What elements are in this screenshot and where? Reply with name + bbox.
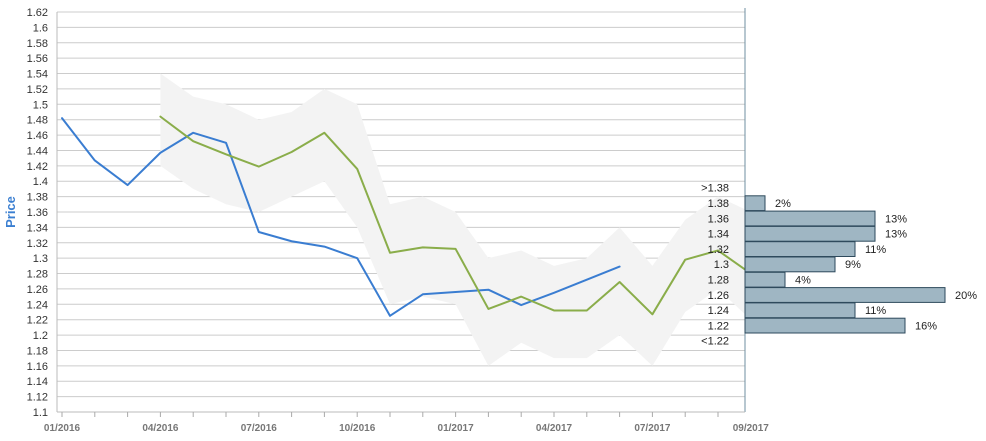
histogram-percent-label: 13% [885,229,907,241]
y-tick-label: 1.58 [27,38,48,50]
y-tick-label: 1.3 [33,253,48,265]
histogram-bar [744,256,836,273]
y-tick-label: 1.12 [27,392,48,404]
x-tick-label: 04/2017 [536,423,573,434]
y-tick-label: 1.5 [33,99,48,111]
histogram-percent-label: 13% [885,213,907,225]
x-tick-label: 09/2017 [733,423,770,434]
histogram-bar [744,225,876,242]
y-tick-label: 1.62 [27,7,48,19]
y-axis-label: Price [3,196,18,228]
y-tick-label: 1.4 [33,176,48,188]
histogram-percent-label: 11% [865,305,886,317]
y-tick-label: 1.52 [27,84,48,96]
actual-series-line [61,117,621,317]
y-tick-label: 1.44 [27,145,48,157]
y-tick-label: 1.42 [27,161,48,173]
y-tick-label: 1.24 [27,299,48,311]
histogram-bar [744,287,946,303]
confidence-band-area [160,73,751,366]
histogram-bar [744,271,786,288]
y-tick-label: 1.56 [27,53,48,65]
y-tick-label: 1.26 [27,284,48,296]
y-tick-label: 1.32 [27,238,48,250]
x-tick-label: 07/2016 [241,423,278,434]
distribution-histogram: >1.38 1.38 2% 1.36 13% 1.34 13% 1.32 11% 1.3 9% 1.2… [701,183,977,348]
x-tick-label: 01/2017 [438,423,475,434]
confidence-band [160,73,751,366]
histogram-percent-label: 4% [795,274,811,286]
histogram-percent-label: 16% [915,320,937,332]
histogram-bin-label: 1.34 [708,229,729,241]
y-tick-label: 1.38 [27,192,48,204]
histogram-percent-label: 2% [775,198,791,210]
histogram-percent-label: 9% [845,259,861,271]
x-tick-label: 04/2016 [142,423,179,434]
y-tick-label: 1.16 [27,361,48,373]
histogram-bar [744,302,856,319]
histogram-bar [744,210,876,227]
series-lines [61,115,752,317]
histogram-bin-label: 1.28 [708,274,729,286]
histogram-bin-label: >1.38 [701,183,729,195]
histogram-bin-label: <1.22 [701,336,729,348]
histogram-bin-label: 1.26 [708,290,729,302]
histogram-bar [744,195,766,212]
x-tick-label: 01/2016 [44,423,81,434]
histogram-bin-label: 1.24 [708,305,729,317]
histogram-bin-label: 1.36 [708,213,729,225]
y-tick-label: 1.46 [27,130,48,142]
histogram-bar [744,317,906,334]
histogram-percent-label: 20% [955,290,977,302]
y-tick-label: 1.36 [27,207,48,219]
y-tick-label: 1.18 [27,345,48,357]
y-tick-label: 1.54 [27,69,48,81]
y-tick-label: 1.6 [33,22,48,34]
x-tick-label: 07/2017 [634,423,671,434]
y-tick-label: 1.28 [27,269,48,281]
tick-labels: 1.1 1.12 1.14 1.16 1.18 1.2 1.22 1.24 1.26 1.28 1.… [27,7,770,434]
histogram-bin-label: 1.38 [708,198,729,210]
y-tick-label: 1.1 [33,407,48,419]
histogram-percent-label: 11% [865,244,886,256]
forecast-series-line [159,115,752,316]
y-tick-label: 1.22 [27,315,48,327]
x-tick-label: 10/2016 [339,423,376,434]
y-tick-label: 1.34 [27,222,48,234]
histogram-bin-label: 1.22 [708,320,729,332]
histogram-bar [744,241,856,257]
y-tick-label: 1.48 [27,115,48,127]
y-tick-label: 1.14 [27,376,48,388]
histogram-bin-label: 1.32 [708,244,729,256]
y-tick-label: 1.2 [33,330,48,342]
histogram-bin-label: 1.3 [714,259,729,271]
